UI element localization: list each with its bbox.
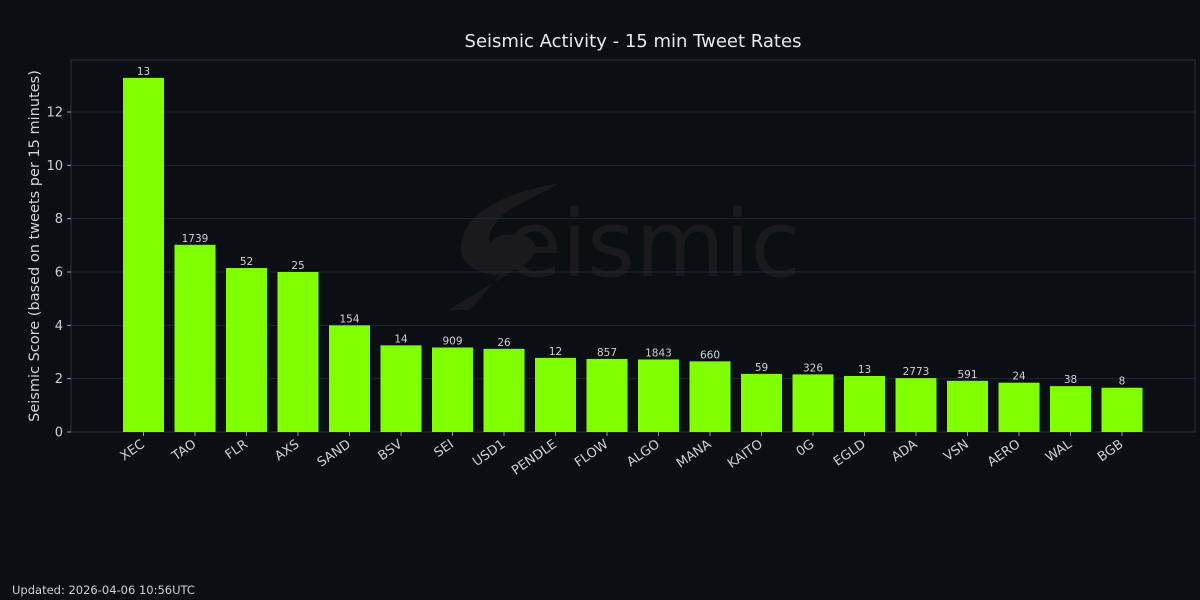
watermark-text: eismic (505, 191, 801, 298)
y-tick-label: 12 (46, 106, 63, 121)
bar-value-label: 909 (442, 335, 462, 347)
bar-wal (1050, 386, 1091, 432)
seismic-watermark: eismic (448, 183, 801, 310)
x-tick-label: FLR (223, 437, 251, 463)
y-tick-label: 10 (46, 159, 63, 174)
bar-bsv (380, 345, 422, 432)
bar-aero (998, 382, 1040, 432)
bar-sei (432, 347, 473, 432)
x-tick-label: ADA (889, 437, 920, 465)
bar-value-label: 591 (957, 369, 977, 381)
x-tick-label: ALGO (624, 437, 662, 470)
x-tick-label: 0G (794, 437, 818, 460)
bar-value-label: 1843 (645, 347, 672, 359)
bar-egld (844, 376, 885, 432)
bar-value-label: 13 (858, 364, 871, 376)
bar-pendle (535, 357, 576, 432)
x-tick-label: AXS (272, 437, 302, 464)
y-tick-label: 8 (55, 212, 63, 227)
y-tick-label: 0 (55, 426, 63, 441)
bar-flr (226, 268, 267, 432)
y-axis-ticks: 0 2 4 6 8 10 12 (46, 106, 71, 441)
x-tick-label: FLOW (572, 437, 611, 471)
bar-mana (689, 361, 731, 432)
y-tick-label: 2 (55, 372, 63, 387)
bar-value-label: 660 (700, 349, 720, 361)
bar-value-label: 59 (755, 362, 768, 374)
seismic-s-logo-icon (448, 183, 560, 310)
bar-value-label: 25 (291, 260, 304, 272)
updated-timestamp: Updated: 2026-04-06 10:56UTC (12, 583, 195, 597)
bar-kaito (741, 373, 782, 432)
x-tick-label: USD1 (470, 437, 508, 470)
chart-title: Seismic Activity - 15 min Tweet Rates (465, 31, 802, 52)
x-tick-label: EGLD (831, 437, 869, 470)
bar-value-label: 13 (137, 66, 150, 78)
bar-value-label: 52 (240, 256, 253, 268)
bar-vsn (947, 380, 988, 432)
x-tick-label: TAO (169, 437, 200, 465)
x-tick-label: MANA (674, 437, 714, 472)
bar-value-label: 26 (497, 337, 511, 349)
bar-0g (792, 374, 834, 432)
bar-axs (277, 272, 319, 432)
x-axis-ticks: XEC TAO FLR AXS SAND BSV SEI USD1 PENDLE FLOW ALGO… (118, 432, 1126, 479)
x-tick-label: XEC (118, 437, 148, 464)
bar-xec (123, 77, 164, 432)
bar-usd1 (483, 348, 525, 432)
bar-bgb (1101, 387, 1143, 432)
bar-value-label: 12 (549, 346, 562, 358)
x-tick-label: BSV (376, 437, 406, 464)
y-tick-label: 4 (55, 319, 63, 334)
x-tick-label: VSN (941, 437, 972, 465)
bar-sand (329, 325, 370, 432)
bar-value-label: 326 (803, 362, 823, 374)
x-tick-label: AERO (985, 437, 1023, 470)
bar-tao (174, 244, 216, 432)
x-tick-label: BGB (1095, 437, 1126, 465)
bar-flow (586, 358, 628, 432)
x-tick-label: SAND (315, 437, 354, 471)
bar-value-label: 154 (339, 313, 359, 325)
plot-area-frame (70, 59, 1196, 433)
x-tick-label: PENDLE (509, 437, 560, 479)
bar-value-label: 1739 (182, 233, 209, 245)
bar-value-label: 2773 (903, 366, 930, 378)
x-tick-label: WAL (1043, 437, 1075, 466)
y-axis-label: Seismic Score (based on tweets per 15 mi… (27, 70, 43, 422)
bar-value-label: 38 (1064, 374, 1077, 386)
x-tick-label: KAITO (725, 437, 766, 472)
bar-value-label: 8 (1119, 376, 1126, 388)
bar-value-label: 857 (597, 347, 617, 359)
bar-value-label: 14 (394, 333, 408, 345)
bar-value-label: 24 (1012, 371, 1026, 383)
x-tick-label: SEI (432, 437, 457, 461)
bar-labels-layer: 13 1739 52 25 154 14 909 26 12 857 1843 660 59 326 13 2… (137, 66, 1126, 388)
bar-ada (895, 378, 937, 432)
y-tick-label: 6 (55, 266, 63, 281)
bar-algo (638, 359, 679, 432)
bars-layer (123, 77, 1143, 432)
